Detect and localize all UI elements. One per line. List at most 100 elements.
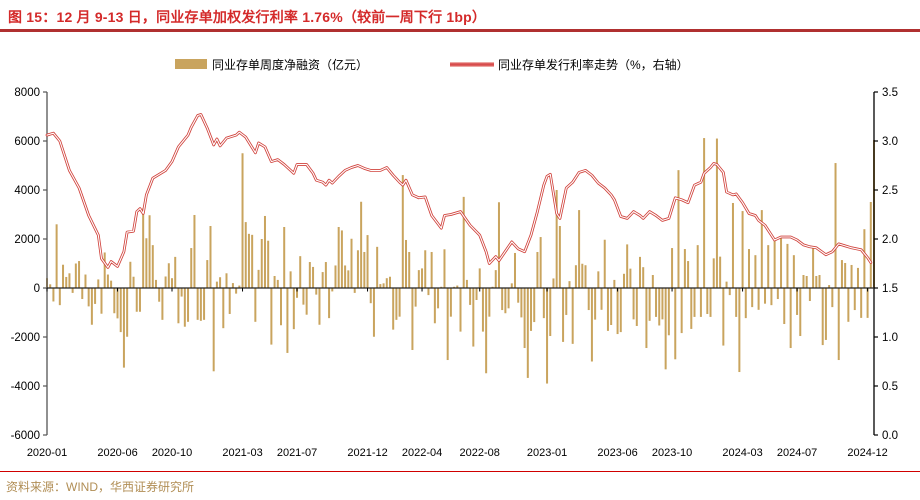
bar-week-172 bbox=[597, 271, 600, 288]
bar-week-78 bbox=[296, 288, 299, 298]
bar-week-233 bbox=[792, 255, 795, 288]
bar-week-22 bbox=[116, 288, 119, 319]
chart-svg: 8000 6000 4000 2000 0 -2000 -4000 -6000 3.5 3.0 2.… bbox=[11, 87, 898, 459]
bar-week-23 bbox=[119, 288, 122, 333]
bar-week-167 bbox=[581, 263, 584, 288]
bar-week-28 bbox=[135, 288, 138, 312]
bar-week-18 bbox=[103, 252, 106, 288]
bar-week-222 bbox=[757, 288, 760, 310]
bar-week-119 bbox=[427, 288, 430, 296]
bar-week-105 bbox=[382, 283, 385, 288]
bar-week-179 bbox=[619, 288, 622, 333]
bar-week-113 bbox=[408, 251, 411, 288]
bar-week-158 bbox=[552, 278, 555, 288]
bar-week-111 bbox=[401, 175, 404, 288]
left-axis-tick: 8000 bbox=[14, 87, 40, 99]
bar-week-252 bbox=[853, 288, 856, 311]
bar-week-175 bbox=[606, 288, 609, 331]
bar-week-115 bbox=[414, 288, 417, 307]
bar-week-182 bbox=[629, 268, 632, 288]
bar-week-249 bbox=[844, 263, 847, 288]
bar-week-255 bbox=[863, 229, 866, 288]
bar-week-9 bbox=[74, 263, 77, 288]
bar-week-2 bbox=[52, 288, 55, 302]
bar-week-103 bbox=[376, 246, 379, 288]
bar-week-42 bbox=[180, 288, 183, 297]
bar-week-76 bbox=[289, 271, 292, 288]
bar-week-250 bbox=[847, 288, 850, 322]
bar-week-110 bbox=[398, 288, 401, 317]
bar-week-236 bbox=[802, 275, 805, 288]
bar-week-147 bbox=[517, 288, 520, 303]
bar-week-70 bbox=[270, 288, 273, 345]
bar-week-156 bbox=[546, 288, 549, 384]
bar-week-247 bbox=[837, 288, 840, 361]
bar-week-141 bbox=[497, 202, 500, 288]
x-axis-tick: 2022-08 bbox=[460, 447, 500, 459]
x-axis-tick: 2023-10 bbox=[652, 447, 692, 459]
bar-week-11 bbox=[81, 288, 84, 300]
bar-week-90 bbox=[334, 265, 337, 288]
x-axis-tick: 2024-07 bbox=[777, 447, 817, 459]
bar-week-26 bbox=[129, 261, 132, 288]
right-axis-tick: 2.0 bbox=[882, 234, 898, 246]
bar-week-217 bbox=[741, 211, 744, 288]
bar-week-171 bbox=[594, 288, 597, 320]
legend-item-net-financing: 同业存单周度净融资（亿元） bbox=[175, 55, 368, 73]
bar-week-155 bbox=[542, 288, 545, 319]
bar-week-20 bbox=[110, 280, 113, 288]
x-axis-tick: 2023-06 bbox=[597, 447, 637, 459]
bar-week-244 bbox=[828, 285, 831, 288]
bar-week-256 bbox=[866, 288, 869, 318]
bar-week-234 bbox=[796, 288, 799, 315]
bar-week-227 bbox=[773, 240, 776, 288]
bar-week-142 bbox=[501, 288, 504, 311]
bar-week-116 bbox=[417, 270, 420, 288]
bar-week-138 bbox=[488, 288, 491, 317]
bar-week-239 bbox=[812, 248, 815, 288]
bar-week-93 bbox=[344, 265, 347, 288]
bar-week-237 bbox=[805, 276, 808, 288]
bar-week-27 bbox=[132, 276, 135, 288]
bar-week-140 bbox=[494, 270, 497, 288]
bar-week-148 bbox=[520, 288, 523, 318]
bar-week-112 bbox=[405, 239, 408, 288]
bar-week-59 bbox=[235, 288, 238, 294]
bar-week-62 bbox=[244, 222, 247, 288]
bar-week-197 bbox=[677, 170, 680, 288]
bar-week-210 bbox=[719, 256, 722, 288]
bar-week-228 bbox=[776, 288, 779, 300]
bar-week-100 bbox=[366, 235, 369, 288]
bar-week-80 bbox=[302, 288, 305, 305]
bar-week-12 bbox=[84, 274, 87, 288]
bar-week-150 bbox=[526, 288, 529, 378]
bar-week-229 bbox=[780, 237, 783, 288]
bar-week-124 bbox=[443, 249, 446, 288]
bar-week-183 bbox=[632, 288, 635, 320]
bar-week-205 bbox=[703, 138, 706, 288]
bar-week-128 bbox=[456, 285, 459, 288]
bar-week-248 bbox=[840, 260, 843, 288]
title-divider bbox=[0, 29, 920, 32]
bar-week-146 bbox=[513, 252, 516, 288]
bar-week-48 bbox=[199, 288, 202, 321]
bar-week-117 bbox=[421, 268, 424, 288]
left-axis-tick: -6000 bbox=[11, 430, 40, 442]
bar-week-108 bbox=[392, 288, 395, 330]
bar-week-206 bbox=[706, 288, 709, 314]
bar-week-73 bbox=[280, 288, 282, 326]
x-axis-tick: 2024-03 bbox=[722, 447, 762, 459]
bar-week-189 bbox=[651, 275, 654, 288]
bar-week-203 bbox=[696, 245, 699, 289]
bar-week-99 bbox=[363, 251, 366, 288]
page-title: 图 15：12 月 9-13 日，同业存单加权发行利率 1.76%（较前一周下行… bbox=[8, 9, 487, 25]
line-swatch-icon bbox=[450, 61, 494, 67]
legend-bar-label: 同业存单周度净融资（亿元） bbox=[212, 57, 369, 72]
bar-week-223 bbox=[760, 210, 763, 288]
bar-week-121 bbox=[433, 288, 436, 324]
bar-week-176 bbox=[610, 288, 613, 325]
bar-week-201 bbox=[690, 288, 693, 329]
bar-week-169 bbox=[587, 288, 590, 311]
bar-week-226 bbox=[770, 288, 773, 306]
bar-week-133 bbox=[472, 288, 475, 347]
